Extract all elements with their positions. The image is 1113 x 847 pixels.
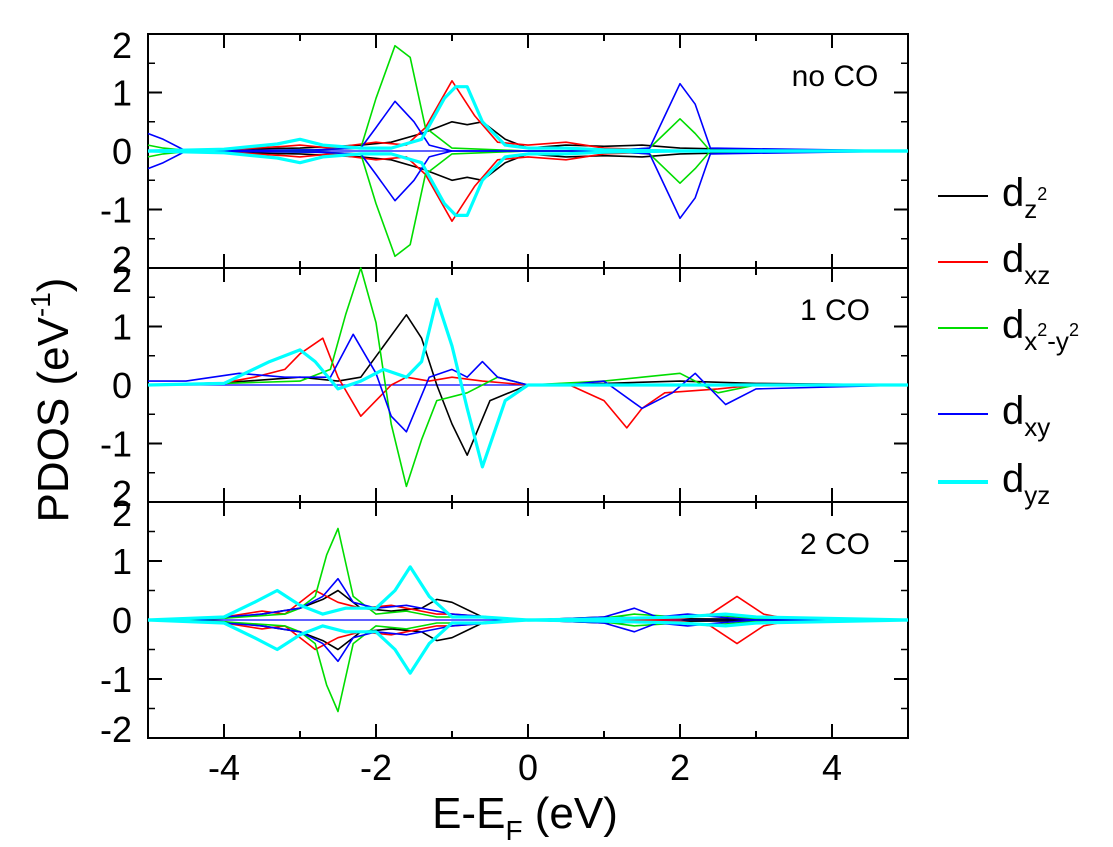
y-tick-label: 2 [112, 239, 132, 280]
series-dxz [147, 80, 908, 152]
legend-label-dz2: dz2 [1002, 171, 1047, 224]
x-axis-title-main: E-E [432, 789, 505, 838]
panel-3: 2 1 0 -1 -2 2 CO [100, 493, 909, 750]
legend-label-dyz: dyz [1002, 457, 1050, 510]
panel-label: 2 CO [800, 528, 870, 561]
legend: dz2 dxz dx2-y2 dxy dyz [938, 171, 1079, 510]
series-dxz-spin-down [147, 150, 908, 222]
x-tick-label: 4 [822, 747, 842, 788]
series-dx2y2 [147, 267, 908, 488]
y-tick-label: 2 [112, 473, 132, 514]
series-dxy [147, 82, 909, 152]
y-axis-title-sup: -1 [25, 292, 56, 317]
y-axis-title: PDOS (eV-1) [25, 278, 78, 523]
legend-item-dx2y2: dx2-y2 [938, 303, 1079, 356]
panel-1: 2 1 0 -1 2 no CO [100, 25, 909, 280]
series-dx2y2-spin-down [147, 150, 908, 258]
series-dx2y2-spin-down [147, 619, 909, 713]
series-dyz [147, 85, 908, 153]
legend-label-dx2y2: dx2-y2 [1002, 303, 1079, 356]
y-tick-label: 0 [112, 131, 132, 172]
series-dyz-spin-down [147, 618, 909, 675]
panels-layer: 2 1 0 -1 2 no CO 2 1 0 -1 2 1 CO 2 1 0 -1 -2 2 CO -4 -2 0 2 4 [100, 25, 909, 788]
panel-label: no CO [792, 60, 879, 93]
y-tick-label: -1 [100, 659, 132, 700]
series-dxz [147, 337, 908, 429]
y-tick-label: 2 [112, 259, 132, 300]
legend-label-dxz: dxz [1002, 237, 1050, 290]
legend-item-dz2: dz2 [938, 171, 1047, 224]
y-axis-title-tail: ) [29, 278, 78, 293]
series-dyz [147, 297, 908, 469]
series-dxy-spin-down [147, 150, 909, 220]
y-tick-label: 0 [112, 600, 132, 641]
legend-item-dxz: dxz [938, 237, 1050, 290]
legend-item-dxy: dxy [938, 389, 1050, 442]
series-dx2y2 [147, 527, 909, 621]
y-tick-label: 1 [112, 73, 132, 114]
series-dz2 [147, 313, 909, 457]
y-tick-label: 0 [112, 365, 132, 406]
y-tick-label: -2 [100, 709, 132, 750]
y-tick-label: -1 [100, 424, 132, 465]
y-tick-label: 2 [112, 25, 132, 66]
y-tick-label: 1 [112, 307, 132, 348]
y-axis-title-main: PDOS (eV [29, 316, 78, 522]
x-tick-label: -2 [360, 747, 392, 788]
legend-item-dyz: dyz [938, 457, 1050, 510]
x-axis-title-sub: F [505, 815, 522, 846]
x-axis-title-tail: (eV) [523, 789, 618, 838]
x-tick-label: 2 [670, 747, 690, 788]
x-axis-title: E-EF (eV) [432, 789, 618, 846]
y-tick-label: 1 [112, 541, 132, 582]
series-dyz-spin-down [147, 149, 908, 217]
y-tick-label: 2 [112, 493, 132, 534]
series-dyz [147, 565, 909, 622]
panel-label: 1 CO [800, 294, 870, 327]
x-tick-label: 0 [518, 747, 538, 788]
y-tick-label: -1 [100, 190, 132, 231]
x-tick-label: -4 [208, 747, 240, 788]
panel-2: 2 1 0 -1 2 1 CO [100, 259, 909, 514]
legend-label-dxy: dxy [1002, 389, 1050, 442]
